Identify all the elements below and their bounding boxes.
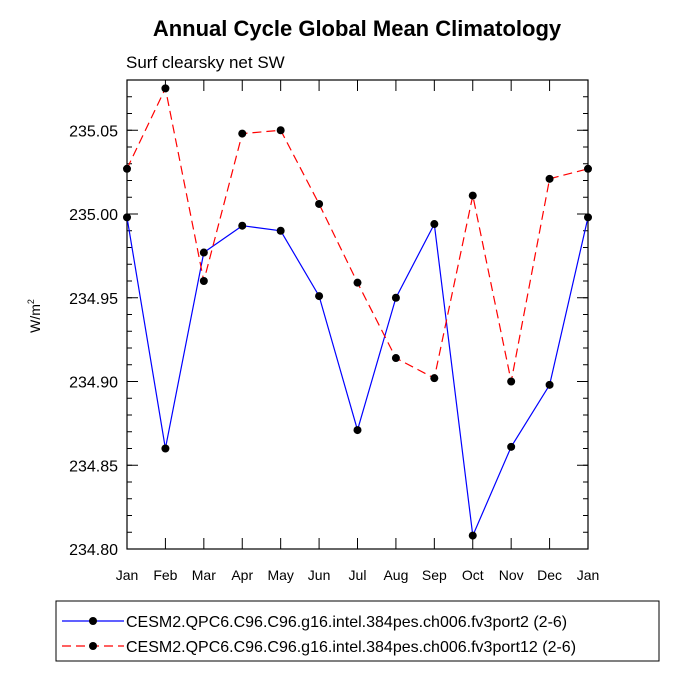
plot-frame	[126, 79, 589, 550]
y-axis: 234.80 234.85 234.90 234.95 235.00 235.05	[69, 79, 588, 559]
chart-title: Annual Cycle Global Mean Climatology	[153, 16, 562, 41]
series-2-point	[468, 191, 477, 200]
x-tick-label: Feb	[153, 567, 177, 583]
series-1-point	[545, 380, 554, 389]
x-tick-label: Dec	[537, 567, 562, 583]
series-1-point	[507, 442, 516, 451]
series-2-point	[507, 377, 516, 386]
series-2-point	[161, 84, 170, 93]
y-tick-label: 234.85	[69, 458, 118, 475]
x-tick-label: Oct	[462, 567, 484, 583]
svg-text:W/m2: W/m2	[26, 299, 43, 333]
y-axis-title: W/m2	[26, 299, 43, 333]
x-tick-label: Jun	[308, 567, 331, 583]
series-1-point	[123, 213, 131, 222]
series-2-point	[123, 164, 131, 173]
series-2-point	[276, 126, 285, 135]
series-2-point	[545, 174, 554, 183]
series-1-point	[161, 444, 170, 453]
series-2-point	[199, 277, 208, 285]
series-1-point	[468, 531, 477, 540]
series-2-point	[430, 374, 439, 383]
y-axis-label-sup: 2	[26, 299, 36, 304]
plot-series	[123, 84, 592, 540]
series-2-point	[315, 199, 324, 208]
series-2-point	[584, 164, 592, 173]
y-tick-label: 235.05	[69, 123, 118, 140]
x-tick-label: Sep	[422, 567, 447, 583]
legend-label-1: CESM2.QPC6.C96.C96.g16.intel.384pes.ch00…	[126, 614, 567, 631]
x-tick-label: Nov	[499, 567, 524, 583]
x-tick-label: Apr	[231, 567, 253, 583]
series-1-point	[315, 292, 324, 301]
series-2-point	[391, 354, 400, 363]
x-axis: Jan Feb Mar Apr May Jun Jul Aug Sep Oct Nov Dec Jan	[116, 80, 600, 583]
series-1-point	[353, 426, 362, 435]
y-tick-label: 234.90	[69, 375, 118, 392]
series-2-point	[353, 278, 362, 287]
y-tick-label: 234.80	[69, 542, 118, 559]
x-tick-label: Jul	[349, 567, 367, 583]
y-tick-label: 234.95	[69, 291, 118, 308]
y-axis-label: W/m	[27, 304, 43, 333]
legend-box	[55, 600, 660, 662]
legend: CESM2.QPC6.C96.C96.g16.intel.384pes.ch00…	[62, 614, 576, 656]
legend-label-2: CESM2.QPC6.C96.C96.g16.intel.384pes.ch00…	[126, 639, 576, 656]
series-2-point	[238, 129, 247, 138]
series-1-point	[199, 248, 208, 257]
series-1-point	[238, 221, 247, 230]
x-tick-label: Jan	[116, 567, 139, 583]
x-tick-label: Aug	[383, 567, 408, 583]
legend-marker-2	[89, 642, 97, 650]
x-tick-label: May	[267, 567, 293, 583]
series-line-2	[126, 86, 589, 382]
y-tick-label: 235.00	[69, 207, 118, 224]
legend-marker-1	[89, 617, 97, 625]
series-1-point	[276, 226, 285, 235]
series-1-point	[391, 293, 400, 302]
series-1-point	[584, 213, 592, 222]
chart-subtitle: Surf clearsky net SW	[126, 53, 285, 72]
x-tick-label: Mar	[192, 567, 216, 583]
x-tick-label: Jan	[577, 567, 600, 583]
series-line-1	[126, 217, 589, 538]
series-1-point	[430, 220, 439, 229]
